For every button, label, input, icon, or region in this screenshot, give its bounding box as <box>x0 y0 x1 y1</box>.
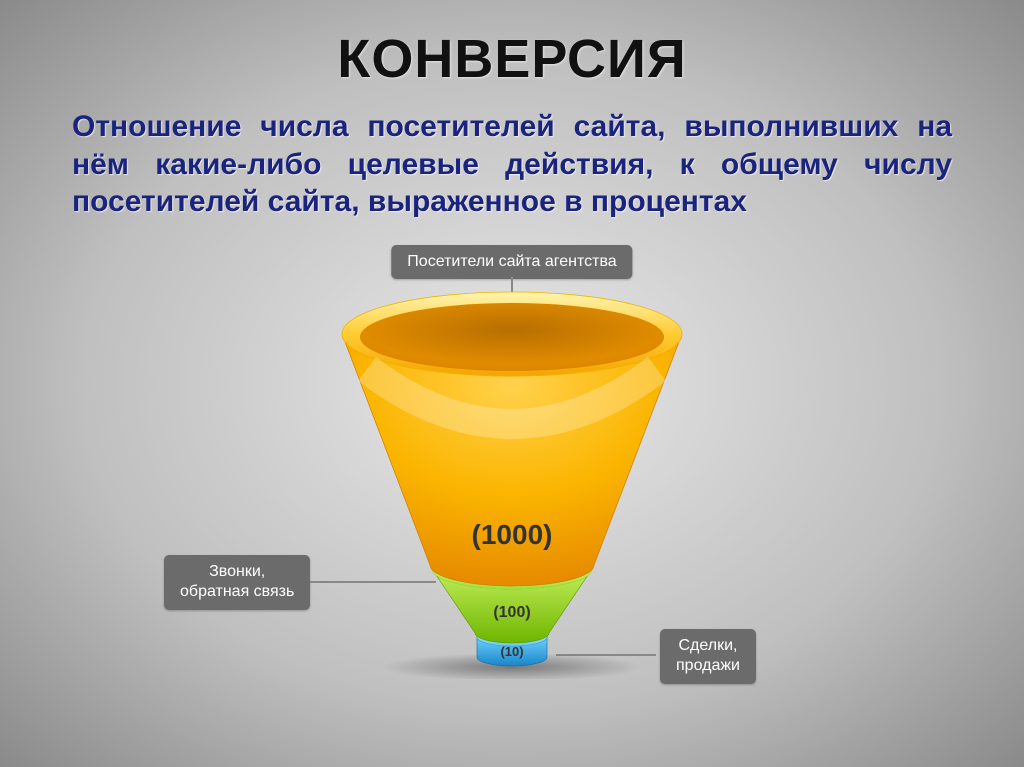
stage-calls-value: (100) <box>493 604 530 621</box>
stage-label-calls-line1: Звонки, <box>209 563 265 580</box>
stage-label-visitors: Посетители сайта агентства <box>391 245 632 280</box>
funnel-diagram: Посетители сайта агентства Звонки, обрат… <box>0 229 1024 709</box>
stage-label-calls: Звонки, обратная связь <box>164 555 310 611</box>
stage-visitors-value: (1000) <box>472 519 553 550</box>
page-title: КОНВЕРСИЯ <box>0 0 1024 90</box>
stage-visitors-inside <box>360 303 664 371</box>
stage-deals-value: (10) <box>500 644 523 659</box>
stage-label-calls-line2: обратная связь <box>180 583 294 600</box>
definition-text: Отношение числа посетителей сайта, выпол… <box>72 108 952 221</box>
funnel-svg: (1000) (100) (10) <box>312 279 712 679</box>
